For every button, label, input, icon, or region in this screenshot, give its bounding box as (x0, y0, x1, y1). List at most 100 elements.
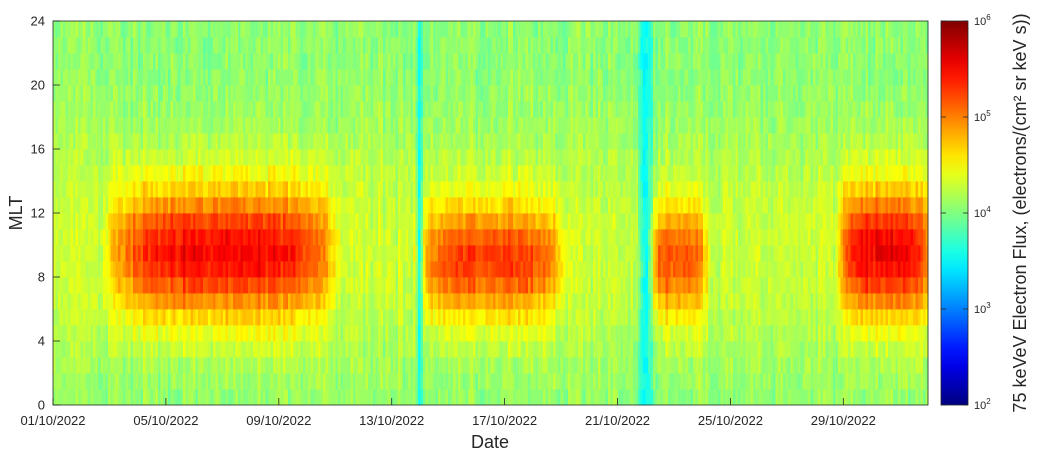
heatmap-cell (448, 293, 451, 310)
heatmap-cell (335, 245, 339, 262)
heatmap-cell (340, 373, 344, 390)
heatmap-cell (435, 373, 439, 390)
heatmap-cell (403, 341, 406, 358)
heatmap-cell (175, 165, 179, 182)
heatmap-cell (455, 261, 459, 278)
heatmap-cell (325, 149, 329, 166)
heatmap-cell (560, 229, 564, 246)
heatmap-cell (380, 261, 384, 278)
heatmap-cell (408, 85, 411, 102)
heatmap-cell (218, 101, 221, 118)
heatmap-cell (295, 181, 299, 198)
heatmap-cell (538, 181, 541, 198)
heatmap-cell (123, 181, 126, 198)
heatmap-cell (390, 133, 394, 150)
heatmap-cell (285, 293, 289, 310)
heatmap-cell (208, 309, 211, 326)
heatmap-cell (395, 229, 399, 246)
heatmap-cell (358, 181, 361, 198)
heatmap-cell (520, 373, 524, 390)
heatmap-cell (353, 85, 356, 102)
heatmap-cell (353, 21, 356, 38)
heatmap-cell (75, 261, 79, 278)
heatmap-cell (535, 69, 539, 86)
heatmap-cell (210, 69, 214, 86)
heatmap-cell (163, 325, 166, 342)
heatmap-cell (290, 245, 294, 262)
heatmap-cell (255, 197, 259, 214)
heatmap-cell (343, 341, 346, 358)
heatmap-cell (135, 117, 139, 134)
heatmap-cell (75, 85, 79, 102)
heatmap-cell (418, 149, 421, 166)
heatmap-cell (398, 341, 401, 358)
heatmap-cell (548, 341, 551, 358)
heatmap-cell (485, 181, 489, 198)
heatmap-cell (103, 341, 106, 358)
heatmap-cell (483, 21, 486, 38)
heatmap-cell (485, 69, 489, 86)
heatmap-cell (485, 325, 489, 342)
heatmap-cell (118, 165, 121, 182)
heatmap-cell (165, 261, 169, 278)
heatmap-cell (563, 293, 566, 310)
heatmap-cell (433, 101, 436, 118)
heatmap-cell (140, 197, 144, 214)
heatmap-cell (433, 245, 436, 262)
heatmap-cell (390, 229, 394, 246)
heatmap-cell (223, 293, 226, 310)
heatmap-cell (383, 325, 386, 342)
heatmap-cell (315, 197, 319, 214)
heatmap-cell (203, 213, 206, 230)
heatmap-cell (220, 133, 224, 150)
heatmap-cell (108, 117, 111, 134)
heatmap-cell (465, 69, 469, 86)
heatmap-cell (413, 277, 416, 294)
heatmap-cell (438, 261, 441, 278)
heatmap-cell (313, 373, 316, 390)
heatmap-cell (133, 325, 136, 342)
heatmap-cell (258, 229, 261, 246)
heatmap-cell (148, 245, 151, 262)
heatmap-cell (303, 165, 306, 182)
heatmap-cell (383, 277, 386, 294)
heatmap-cell (405, 117, 409, 134)
heatmap-cell (385, 389, 389, 406)
heatmap-cell (118, 21, 121, 38)
heatmap-cell (435, 197, 439, 214)
heatmap-cell (248, 197, 251, 214)
heatmap-cell (340, 213, 344, 230)
heatmap-cell (353, 133, 356, 150)
heatmap-cell (300, 197, 304, 214)
heatmap-cell (460, 389, 464, 406)
heatmap-cell (498, 341, 501, 358)
heatmap-cell (123, 149, 126, 166)
heatmap-cell (463, 213, 466, 230)
heatmap-cell (285, 197, 289, 214)
heatmap-cell (103, 101, 106, 118)
heatmap-cell (290, 341, 294, 358)
heatmap-cell (483, 117, 486, 134)
heatmap-cell (105, 389, 109, 406)
heatmap-cell (380, 197, 384, 214)
heatmap-cell (428, 341, 431, 358)
heatmap-cell (363, 69, 366, 86)
heatmap-cell (518, 309, 521, 326)
heatmap-cell (55, 85, 59, 102)
heatmap-cell (350, 165, 354, 182)
heatmap-cell (218, 245, 221, 262)
heatmap-cell (503, 117, 506, 134)
heatmap-cell (530, 373, 534, 390)
heatmap-cell (393, 341, 396, 358)
heatmap-cell (408, 165, 411, 182)
heatmap-cell (198, 389, 201, 406)
heatmap-cell (293, 149, 296, 166)
heatmap-cell (83, 197, 86, 214)
heatmap-cell (55, 37, 59, 54)
heatmap-cell (55, 21, 59, 38)
heatmap-cell (155, 373, 159, 390)
heatmap-cell (223, 101, 226, 118)
heatmap-cell (493, 101, 496, 118)
heatmap-cell (455, 213, 459, 230)
heatmap-cell (203, 373, 206, 390)
